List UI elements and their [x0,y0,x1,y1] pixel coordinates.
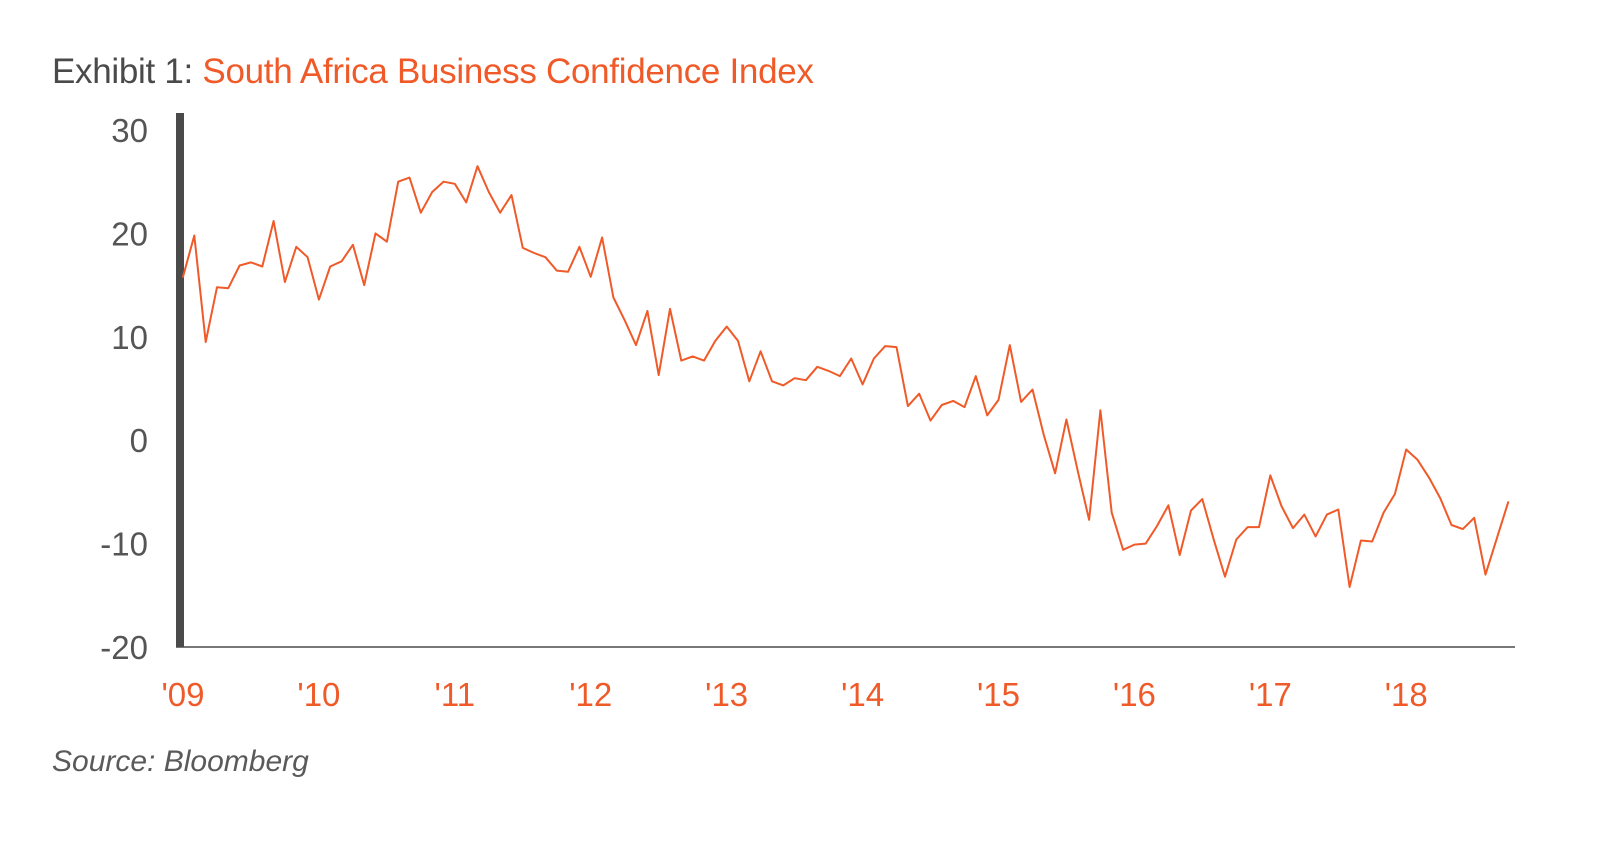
chart-title-prefix: Exhibit 1: [52,52,193,91]
x-tick-label: '12 [569,676,612,713]
x-tick-label: '09 [161,676,204,713]
y-tick-label: 10 [111,319,148,356]
x-tick-label: '13 [705,676,748,713]
x-tick-label: '16 [1113,676,1156,713]
x-tick-label: '15 [977,676,1020,713]
chart-title-main: South Africa Business Confidence Index [202,52,814,91]
x-tick-label: '10 [297,676,340,713]
x-tick-label: '11 [435,676,476,713]
source-note: Source: Bloomberg [52,745,309,778]
y-tick-label: 0 [130,422,148,459]
chart-title: Exhibit 1: South Africa Business Confide… [52,52,814,92]
y-tick-label: -20 [100,629,148,666]
series-line [182,165,1510,588]
y-tick-label: 30 [111,112,148,149]
x-tick-label: '17 [1249,676,1292,713]
y-tick-label: -10 [100,526,148,563]
x-tick-label: '18 [1385,676,1428,713]
x-tick-label: '14 [841,676,884,713]
y-tick-label: 20 [111,215,148,252]
